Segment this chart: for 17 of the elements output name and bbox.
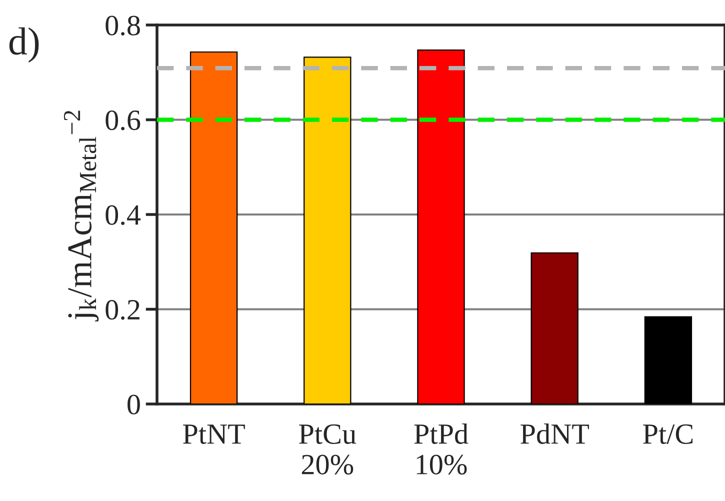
bar <box>417 50 465 404</box>
x-tick-label: PtNT <box>183 424 245 444</box>
bar <box>304 56 352 404</box>
x-tick-label: PdNT <box>520 423 589 444</box>
x-tick-label: PtPd 10% <box>414 423 468 475</box>
x-tick-label: PtCu 20% <box>299 424 356 475</box>
y-tick-label: 0.2 <box>106 300 140 320</box>
y-axis-title: j$_{k}$/mAcm$_{Metal}$$^{−2}$ <box>64 110 99 322</box>
y-tick-label: 0.4 <box>106 205 141 226</box>
y-tick-label: 0.8 <box>106 16 140 36</box>
bar <box>644 316 692 404</box>
y-tick-label: 0 <box>128 394 140 414</box>
x-tick-label: Pt/C <box>643 424 693 444</box>
bar <box>530 252 578 404</box>
text: d) <box>9 27 39 63</box>
y-tick-label: 0.6 <box>106 110 140 130</box>
bar <box>190 51 238 404</box>
